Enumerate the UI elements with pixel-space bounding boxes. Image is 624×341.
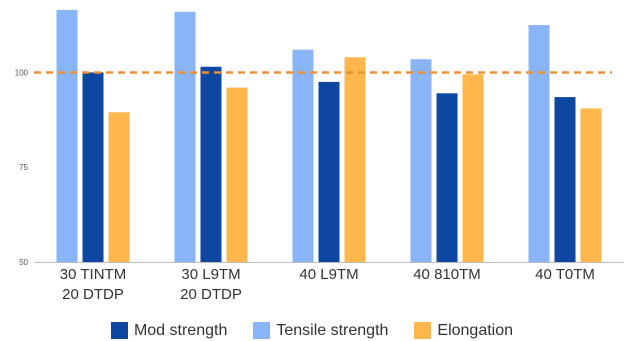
bar-tensile-strength — [56, 9, 78, 262]
legend-label-tensile-strength: Tensile strength — [276, 321, 389, 339]
legend-label-mod-strength: Mod strength — [133, 321, 228, 339]
x-tick-label: 30 L9TM — [181, 266, 240, 283]
bar-elongation — [462, 74, 484, 262]
bar-chart: 50 75 100 30 TINTM 20 DTDP 30 L9TM 20 DTDP 40 L… — [15, 9, 624, 303]
bar-elongation — [580, 108, 602, 263]
bar-mod-strength — [554, 97, 576, 262]
bar-mod-strength — [200, 66, 222, 262]
bar-mod-strength — [318, 81, 340, 262]
x-tick-label: 30 TINTM — [60, 266, 126, 283]
legend-swatch-tensile-strength — [253, 322, 271, 339]
bar-tensile-strength — [174, 11, 196, 262]
legend: Mod strength Tensile strength Elongation — [0, 320, 624, 341]
x-tick-label: 40 T0TM — [535, 266, 595, 283]
legend-item-mod-strength[interactable]: Mod strength — [110, 321, 228, 340]
bar-elongation — [226, 87, 248, 262]
bar-mod-strength — [82, 72, 104, 263]
legend-swatch-mod-strength — [110, 322, 128, 339]
bar-elongation — [108, 112, 130, 263]
legend-item-tensile-strength[interactable]: Tensile strength — [253, 322, 388, 340]
x-tick-label: 40 810TM — [413, 266, 481, 283]
bar-tensile-strength — [410, 59, 432, 262]
y-tick-label: 50 — [19, 258, 28, 267]
legend-label-elongation: Elongation — [437, 321, 514, 339]
bar-elongation — [344, 57, 366, 262]
bar-tensile-strength — [528, 25, 550, 262]
x-tick-label: 20 DTDP — [180, 286, 242, 303]
x-tick-label: 40 L9TM — [299, 266, 358, 283]
y-tick-label: 100 — [15, 68, 29, 77]
y-tick-label: 75 — [19, 163, 28, 172]
bar-mod-strength — [436, 93, 458, 262]
legend-swatch-elongation — [414, 322, 432, 339]
x-tick-label: 20 DTDP — [62, 286, 124, 303]
legend-item-elongation[interactable]: Elongation — [414, 322, 513, 340]
bar-tensile-strength — [292, 49, 314, 262]
